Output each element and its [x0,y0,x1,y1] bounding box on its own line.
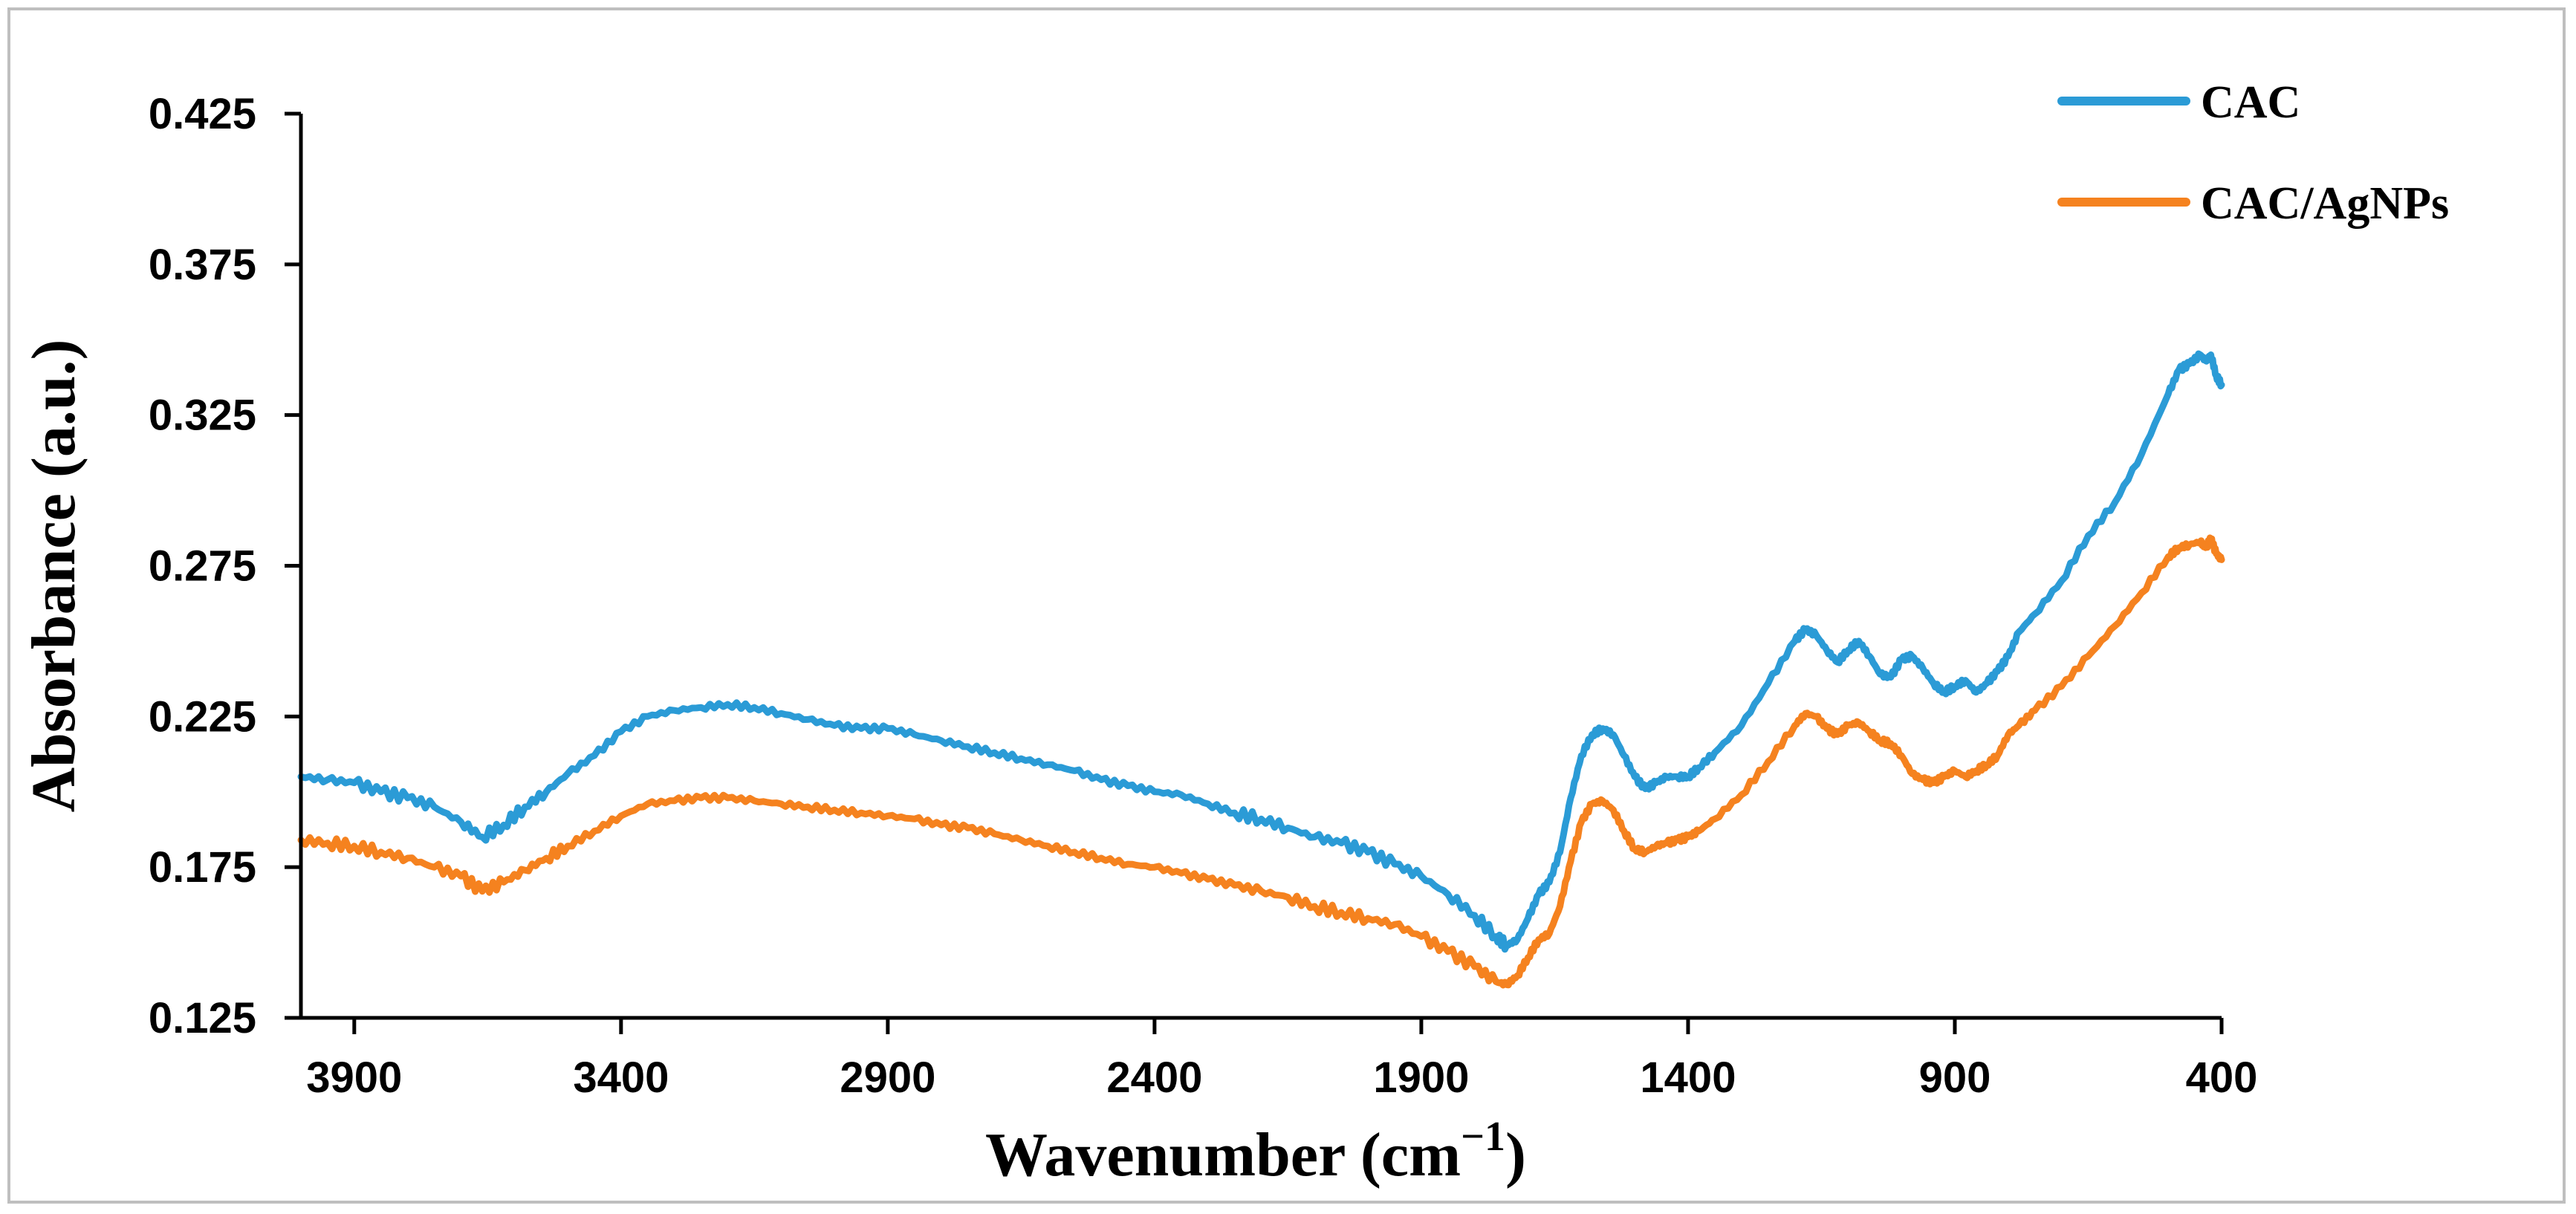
x-tick-label: 2900 [840,1054,935,1102]
x-axis-title-main: Wavenumber (cm [985,1120,1461,1189]
chart-frame [7,7,2566,1204]
y-tick-label: 0.275 [149,542,256,591]
axes [299,114,2222,1020]
y-tick-label: 0.225 [149,692,256,741]
y-tick-label: 0.325 [149,392,256,440]
x-tick-label: 1900 [1373,1054,1469,1102]
series-line-cac-agnps [297,534,2225,989]
legend-label-cac-agnps: CAC/AgNPs [2201,178,2449,229]
x-tick-label: 2400 [1106,1054,1202,1102]
series-line-cac [297,350,2225,953]
plot-lines [297,350,2225,989]
x-axis-title: Wavenumber (cm−1) [985,1114,1526,1189]
x-tick-label: 3400 [573,1054,669,1102]
x-tick-label: 900 [1919,1054,1991,1102]
y-tick-label: 0.125 [149,994,256,1042]
y-axis-title: Absorbance (a.u.) [19,339,88,812]
legend-label-cac: CAC [2201,77,2300,128]
x-tick-label: 1400 [1640,1054,1736,1102]
x-tick-label: 3900 [306,1054,402,1102]
x-axis-ticks: 3900 3400 2900 2400 1900 1400 900 400 [306,1018,2257,1102]
y-tick-label: 0.425 [149,90,256,138]
x-axis-title-end: ) [1505,1120,1526,1189]
y-tick-label: 0.375 [149,241,256,289]
x-tick-label: 400 [2186,1054,2258,1102]
y-axis-ticks: 0.125 0.175 0.225 0.275 0.325 0.375 0.425 [149,90,301,1042]
x-axis-title-superscript: −1 [1461,1114,1505,1160]
y-tick-label: 0.175 [149,843,256,892]
legend[interactable]: CAC CAC/AgNPs [2057,77,2449,229]
